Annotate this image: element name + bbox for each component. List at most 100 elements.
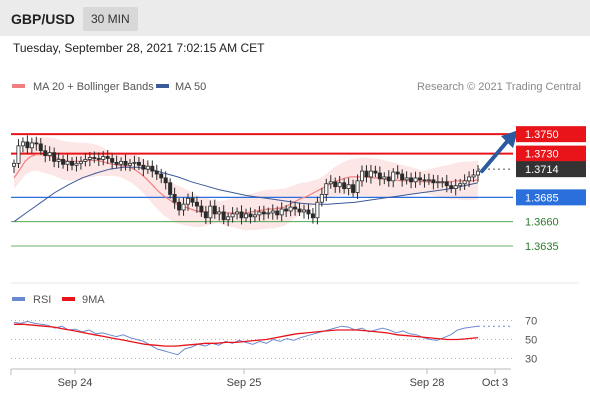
main-legend: MA 20 + Bollinger Bands MA 50 Research ©…	[12, 81, 581, 93]
candle-body	[444, 181, 449, 187]
candle-body	[243, 213, 248, 219]
candle-body	[159, 173, 164, 179]
candle-body	[226, 216, 231, 221]
ma9-legend-label: 9MA	[82, 294, 105, 306]
candle-body	[377, 172, 382, 180]
candle-body	[270, 210, 275, 214]
candle-body	[34, 142, 39, 145]
rsi-series-RSI	[13, 320, 479, 356]
candle-body	[11, 162, 16, 167]
forecast-arrow	[480, 130, 518, 174]
rsi-tick-50: 50	[525, 335, 537, 347]
candle-body	[462, 180, 467, 185]
forecast-arrow-head	[501, 130, 518, 149]
candle-body	[141, 164, 146, 170]
candle-body	[279, 208, 284, 216]
rsi-panel: 70 50 30	[11, 316, 537, 366]
candle-body	[293, 206, 298, 210]
candle-body	[373, 170, 378, 174]
candle-body	[74, 162, 79, 166]
candle-body	[284, 208, 289, 212]
ma50-line	[13, 166, 479, 223]
candle-body	[61, 159, 66, 165]
rsi-legend: RSI 9MA	[12, 294, 105, 306]
candle-body	[324, 183, 329, 195]
x-tick-label: Sep 25	[227, 377, 262, 389]
candle-body	[65, 160, 70, 165]
candle-body	[386, 176, 391, 182]
candle-body	[96, 158, 101, 160]
candle-body	[145, 165, 150, 170]
candle-body	[83, 159, 88, 162]
candle-body	[400, 173, 405, 181]
candle-body	[43, 150, 48, 156]
candle-body	[70, 160, 75, 166]
candle-body	[426, 179, 431, 182]
candle-body	[328, 181, 333, 185]
candle-body	[87, 157, 92, 160]
resistance-label-1.3730: 1.3730	[525, 149, 559, 161]
candle-body	[368, 170, 373, 178]
rsi-series-9MA	[14, 323, 479, 347]
candles	[11, 135, 480, 227]
candle-body	[16, 145, 21, 164]
support-label-1.3685: 1.3685	[525, 192, 559, 204]
candle-body	[194, 201, 199, 207]
candle-body	[364, 170, 369, 178]
candle-body	[467, 176, 472, 182]
rsi-legend-label: RSI	[33, 294, 51, 306]
candle-body	[163, 177, 168, 184]
candle-body	[395, 171, 400, 175]
candle-body	[177, 201, 182, 211]
candle-body	[297, 208, 302, 213]
candle-body	[359, 170, 364, 182]
candle-body	[123, 160, 128, 166]
candle-body	[92, 157, 97, 159]
candle-body	[471, 174, 476, 178]
ma20-legend-label: MA 20 + Bollinger Bands	[33, 81, 154, 93]
candle-body	[315, 201, 320, 219]
candle-body	[208, 205, 213, 219]
candle-body	[248, 213, 253, 218]
candle-body	[132, 161, 137, 164]
candle-body	[252, 214, 257, 218]
candle-body	[25, 141, 30, 149]
candle-body	[319, 194, 324, 203]
candle-body	[261, 211, 266, 215]
candle-body	[127, 162, 132, 166]
candle-body	[413, 177, 418, 183]
candle-body	[154, 170, 159, 175]
candle-body	[342, 182, 347, 190]
candle-body	[333, 181, 338, 188]
candle-body	[409, 177, 414, 183]
ma50-legend-label: MA 50	[175, 81, 206, 93]
candle-body	[29, 142, 34, 149]
credit-text: Research © 2021 Trading Central	[417, 81, 581, 93]
candle-body	[355, 180, 360, 193]
candle-body	[203, 211, 208, 219]
timeframe-button[interactable]: 30 MIN	[83, 7, 138, 31]
candle-body	[181, 203, 186, 211]
ma9-legend-swatch	[62, 297, 75, 301]
candle-body	[221, 211, 226, 221]
candle-body	[235, 211, 240, 215]
candle-body	[172, 194, 177, 203]
candle-body	[431, 179, 436, 184]
candle-body	[136, 161, 141, 166]
candle-body	[306, 209, 311, 215]
support-label-1.3635: 1.3635	[525, 241, 559, 253]
candle-body	[382, 176, 387, 180]
candle-body	[230, 213, 235, 218]
candle-body	[119, 160, 124, 165]
current-price-tag	[516, 161, 586, 178]
ma50-legend-swatch	[156, 84, 169, 88]
rsi-tick-30: 30	[525, 354, 537, 366]
x-tick-label: Sep 24	[58, 377, 93, 389]
resistance-label-1.3750: 1.3750	[525, 129, 559, 141]
candle-body	[440, 181, 445, 184]
candle-body	[435, 181, 440, 184]
candle-body	[458, 183, 463, 187]
candle-body	[239, 211, 244, 219]
x-axis-labels: Sep 24 Sep 25 Sep 28 Oct 3	[58, 369, 508, 389]
